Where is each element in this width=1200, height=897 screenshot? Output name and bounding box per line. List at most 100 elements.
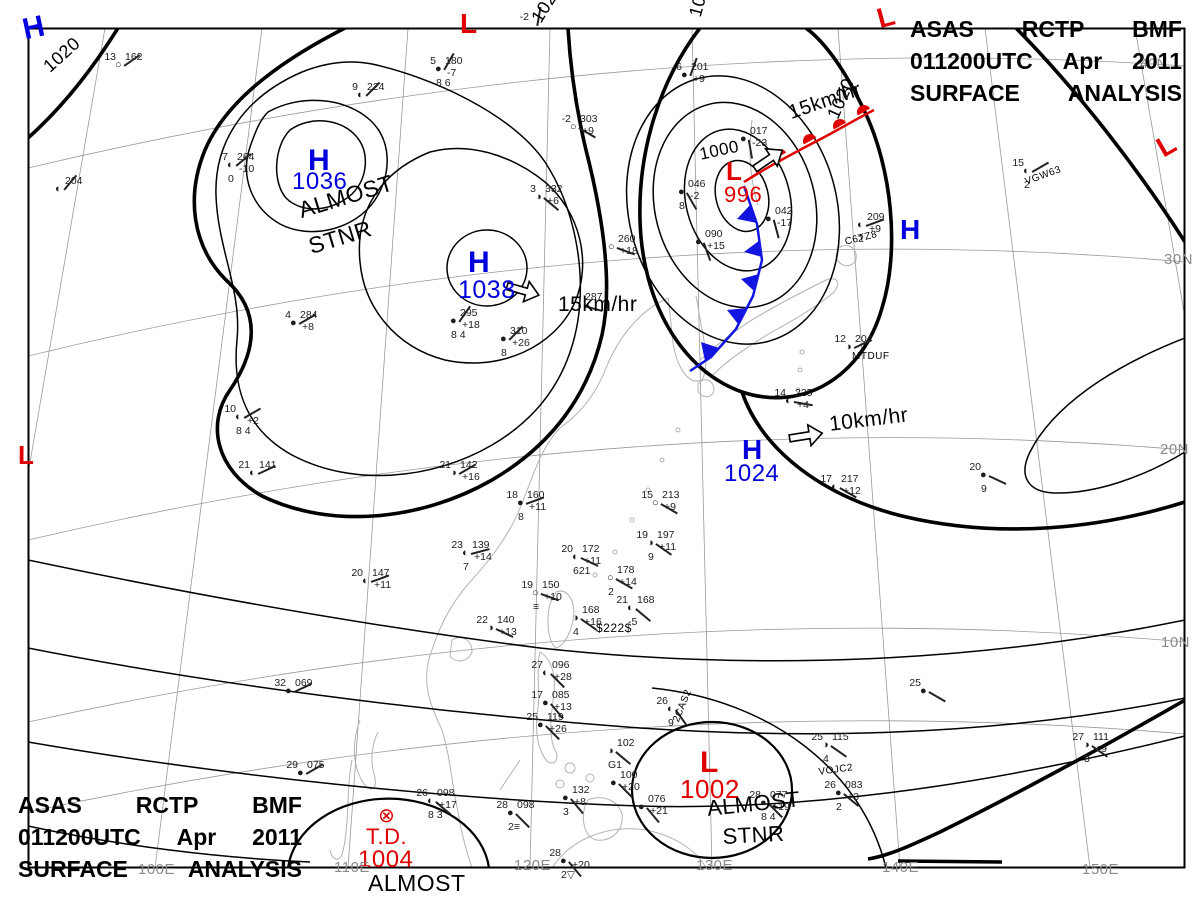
station-stp: 18 (506, 489, 518, 501)
longitude-label: 130E (696, 857, 734, 874)
latitude-label: 40N (1140, 55, 1168, 71)
latitude-label: 30N (1164, 251, 1194, 268)
station-sc: ● (610, 777, 617, 789)
station-sd: +20 (572, 859, 590, 871)
station-spr: 042 (775, 205, 793, 217)
station-sc: ◐ (55, 183, 62, 195)
station-sc: ● (740, 133, 747, 145)
station-spr: 076 (648, 793, 666, 805)
station-spr: 150 (542, 579, 560, 591)
station-stp: 26 (656, 695, 668, 707)
title-word: 2011 (1132, 48, 1182, 74)
station-spr: 139 (472, 539, 490, 551)
station-stp: 22 (476, 614, 488, 626)
station-spr: 098 (517, 799, 535, 811)
low-symbol: L (18, 440, 35, 470)
station-sc: ◐ (362, 575, 369, 587)
station-spr: 332 (545, 183, 563, 195)
motion-arrows (505, 147, 824, 448)
station-spr: 178 (617, 564, 635, 576)
station-sd: +9 (582, 125, 594, 137)
station-sd: +3 (847, 791, 859, 803)
station-sc: ● (517, 497, 524, 509)
station-sd: +26 (512, 337, 530, 349)
graticule (28, 28, 1185, 868)
station-sc: ◑ (535, 191, 542, 203)
station-stp: 21 (616, 594, 628, 606)
station-spr: 209 (867, 211, 885, 223)
station-spr: 115 (832, 731, 849, 743)
station-sd: +14 (474, 551, 492, 563)
station-spr: 284 (300, 309, 318, 321)
station-sc: ● (695, 236, 702, 248)
station-stp: 28 (549, 847, 561, 859)
station-sd: -23 (752, 137, 768, 149)
station-sl: G1 (608, 759, 623, 771)
station-sc: ◐ (1023, 165, 1030, 177)
station-spr: 260 (618, 233, 636, 245)
station-spr: 090 (705, 228, 723, 240)
station-sc: ● (920, 685, 927, 697)
station-sl: 8 4 (451, 329, 466, 341)
station-stp: 28 (749, 789, 761, 801)
station-sl: 2 (858, 233, 864, 245)
station-stp: -2 (561, 113, 571, 125)
station-spr: 119 (547, 711, 564, 723)
station-spr: 142 (460, 459, 478, 471)
station-sl: 2 (608, 586, 614, 598)
high-symbol: H (308, 144, 331, 177)
station-sc: ◐ (572, 551, 579, 563)
high-symbol: H (900, 214, 921, 245)
station-spr: 160 (527, 489, 545, 501)
station-spr: 083 (845, 779, 863, 791)
station-sd: -2 (690, 190, 700, 202)
station-sd: +21 (650, 805, 668, 817)
title-line: 011200UTC Apr 2011 (910, 48, 1182, 75)
station-spr: 303 (580, 113, 598, 125)
station-stp: 21 (238, 459, 250, 471)
title-word: 2011 (252, 824, 302, 850)
title-word: ASAS (910, 16, 974, 42)
station-sc: ● (678, 186, 685, 198)
title-line: ASAS RCTP BMF (910, 16, 1182, 43)
station-spr: 217 (841, 473, 859, 485)
station-stp: 5 (430, 55, 436, 67)
station-stp: 15 (1012, 157, 1024, 169)
station-sc: ● (507, 807, 514, 819)
station-sl: 3 (563, 806, 569, 818)
station-sl: 8 4 (761, 811, 776, 823)
station-stp: 13 (104, 51, 116, 63)
station-spr: 077 (770, 789, 788, 801)
station-sd: +6 (547, 195, 559, 207)
station-sl: 2 (1024, 179, 1030, 191)
high-symbol: H (468, 246, 491, 279)
station-spr: 085 (552, 689, 570, 701)
station-sc: ◑ (575, 299, 582, 311)
station-stp: 19 (521, 579, 533, 591)
station-spr: 046 (688, 178, 706, 190)
station-stp: 19 (636, 529, 648, 541)
station-sl: 3 (1084, 753, 1090, 765)
title-word: BMF (1132, 16, 1182, 42)
station-sl: 8 (518, 511, 524, 523)
station-spr: 147 (372, 567, 390, 579)
station-sc: ◐ (831, 481, 838, 493)
station-sc: ◐ (357, 89, 364, 101)
station-sc: ○ (607, 572, 614, 584)
station-sl: 7 (463, 561, 469, 573)
coastlines (329, 119, 857, 868)
isobars (28, 28, 1185, 868)
station-sc: ◑ (1083, 739, 1090, 751)
station-stp: -2 (519, 11, 529, 23)
station-sc: ◑ (647, 537, 654, 549)
station-sl: 8 3 (428, 809, 443, 821)
station-sc: ○ (115, 59, 122, 71)
arrow-icon (788, 423, 824, 448)
station-spr: 213 (662, 489, 680, 501)
station-stp: 3 (530, 183, 536, 195)
station-sc: ○ (532, 587, 539, 599)
station-stp: 7 (222, 151, 228, 163)
arrow-icon (751, 147, 784, 173)
station-sd: +14 (619, 576, 637, 588)
title-word: 011200UTC (18, 824, 141, 850)
